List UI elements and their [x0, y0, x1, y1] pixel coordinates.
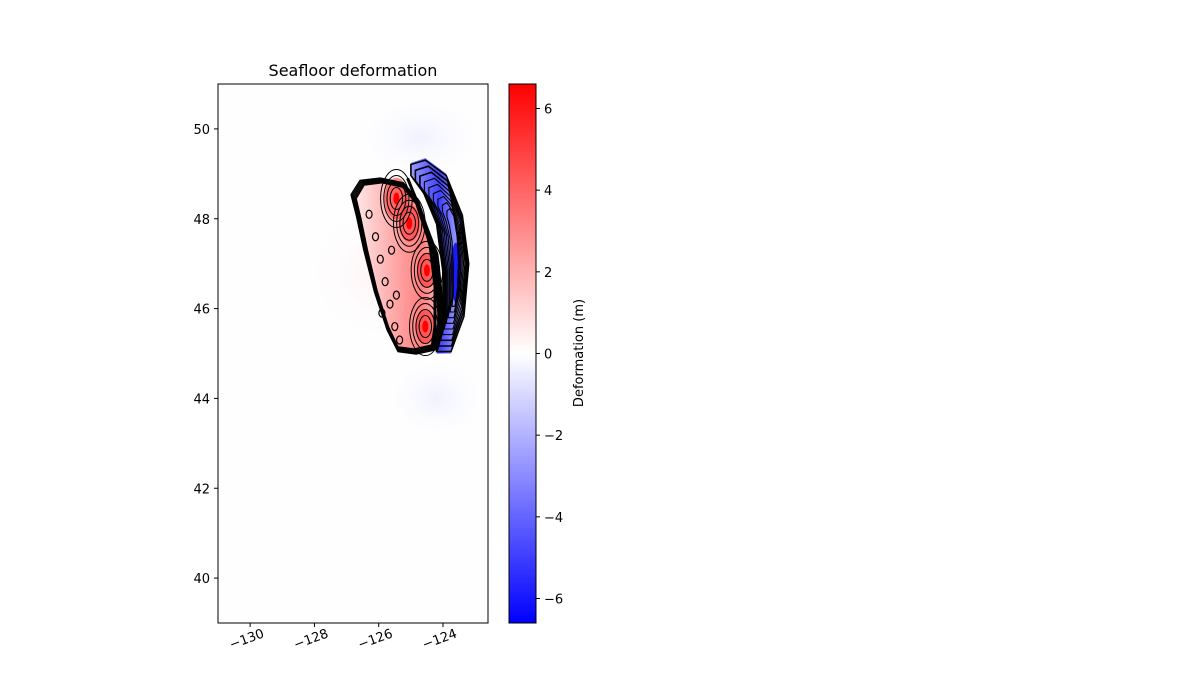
- contour-line: [413, 246, 441, 294]
- uplift-peak-core: [423, 264, 430, 277]
- x-tick-label: −126: [356, 627, 395, 653]
- x-tick-label: −124: [420, 627, 459, 653]
- contour-line: [386, 181, 407, 217]
- contour-line: [402, 211, 416, 235]
- contour-line: [406, 177, 437, 350]
- contour-line: [396, 335, 404, 345]
- contour-line: [387, 245, 396, 255]
- y-tick-label: 50: [193, 123, 210, 138]
- contour-line: [376, 254, 384, 264]
- subsidence-halo-north: [350, 92, 488, 183]
- contour-line: [392, 290, 400, 300]
- y-tick-label: 48: [193, 213, 210, 228]
- x-tick-label: −128: [292, 627, 331, 653]
- colorbar-tick-label: 0: [544, 348, 552, 363]
- plot-frame: [217, 83, 489, 624]
- contour-line: [381, 277, 389, 287]
- contour-line: [432, 189, 463, 324]
- contour-line: [391, 321, 399, 332]
- subsidence-halo-south: [381, 353, 488, 444]
- colorbar-ticks: −6 −4 −2 0 2 4 6: [536, 103, 563, 608]
- contour-line: [409, 297, 442, 357]
- contour-line: [412, 303, 439, 351]
- contour-line: [396, 199, 423, 247]
- contour-line: [389, 187, 404, 211]
- y-axis: 40 42 44 46 48 50: [193, 123, 218, 587]
- colorbar-tick-label: 6: [544, 103, 552, 118]
- x-tick-label: −130: [228, 627, 267, 653]
- y-tick-label: 42: [193, 482, 210, 497]
- uplift-peak-core: [406, 217, 413, 230]
- colorbar-tick-label: −4: [544, 511, 563, 526]
- colorbar-tick-label: −6: [544, 593, 563, 608]
- contour-line: [414, 165, 469, 347]
- contour-line: [419, 171, 467, 342]
- contour-line: [428, 183, 465, 330]
- contour-line: [365, 209, 373, 219]
- y-tick-label: 44: [193, 392, 210, 407]
- contour-line: [410, 240, 444, 300]
- y-tick-label: 40: [193, 572, 210, 587]
- plot-area: −130 −128 −126 −124 40 42 44 46 48 50: [193, 83, 489, 653]
- colorbar: −6 −4 −2 0 2 4 6 Deformation (m): [508, 83, 587, 624]
- contour-line: [371, 232, 380, 242]
- contour-line: [417, 252, 437, 288]
- contour-line: [418, 315, 433, 339]
- contour-line: [399, 205, 420, 241]
- contour-line: [423, 177, 466, 336]
- colorbar-tick-label: −2: [544, 429, 563, 444]
- contour-line: [410, 159, 470, 353]
- y-tick-label: 46: [193, 303, 210, 318]
- contour-line: [378, 308, 386, 318]
- uplift-peak-core: [393, 192, 400, 205]
- colorbar-label: Deformation (m): [572, 299, 587, 407]
- colorbar-tick-label: 4: [544, 184, 552, 199]
- colorbar-tick-label: 2: [544, 266, 552, 281]
- contour-lines: [350, 159, 470, 357]
- uplift-peak-core: [422, 320, 429, 333]
- contour-line: [446, 207, 459, 307]
- chart-title: Seafloor deformation: [269, 61, 438, 80]
- contour-line: [437, 195, 462, 319]
- x-axis: −130 −128 −126 −124: [228, 623, 459, 653]
- colorbar-gradient: [508, 83, 537, 624]
- contour-line: [386, 299, 394, 309]
